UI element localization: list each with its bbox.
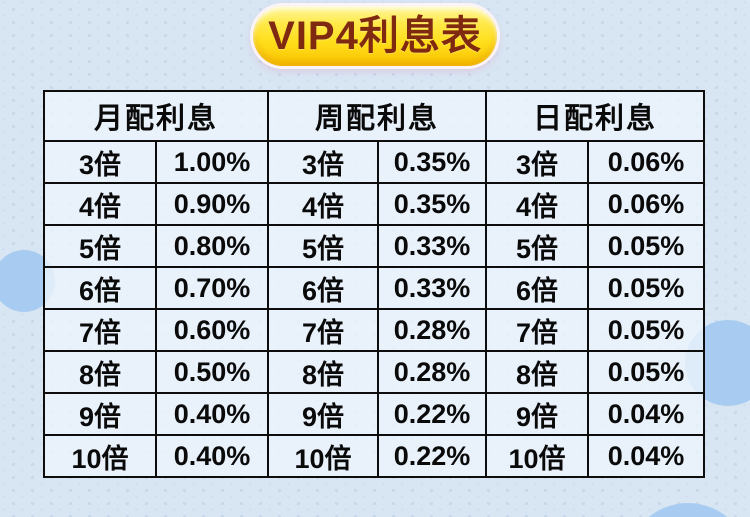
table-cell: 7倍 [267, 308, 380, 352]
table-cell: 0.33% [377, 266, 488, 310]
table-cell: 1.00% [154, 140, 270, 184]
page-title: VIP4利息表 [268, 14, 482, 58]
table-cell: 6倍 [485, 266, 590, 310]
table-cell: 0.04% [587, 434, 706, 478]
table-cell: 0.90% [154, 182, 270, 226]
table-cell: 4倍 [43, 182, 157, 226]
table-row: 5倍 0.80% 5倍 0.33% 5倍 0.05% [43, 224, 706, 268]
table-cell: 0.05% [587, 224, 706, 268]
column-header-daily: 日配利息 [485, 90, 706, 142]
table-cell: 0.05% [587, 308, 706, 352]
table-cell: 8倍 [485, 350, 590, 394]
table-cell: 0.35% [377, 140, 488, 184]
table-cell: 0.22% [377, 434, 488, 478]
table-cell: 0.70% [154, 266, 270, 310]
table-cell: 7倍 [43, 308, 157, 352]
title-badge: VIP4利息表 [253, 6, 497, 66]
column-header-weekly: 周配利息 [267, 90, 488, 142]
table-cell: 0.60% [154, 308, 270, 352]
table-cell: 6倍 [267, 266, 380, 310]
table-cell: 0.33% [377, 224, 488, 268]
table-cell: 3倍 [267, 140, 380, 184]
table-cell: 8倍 [267, 350, 380, 394]
column-header-monthly: 月配利息 [42, 90, 270, 142]
table-cell: 5倍 [267, 224, 380, 268]
table-cell: 5倍 [43, 224, 157, 268]
table-cell: 9倍 [485, 392, 590, 436]
table-cell: 10倍 [43, 434, 157, 478]
table-cell: 0.05% [587, 350, 706, 394]
table-cell: 3倍 [485, 140, 590, 184]
table-cell: 10倍 [267, 434, 380, 478]
table-row: 3倍 1.00% 3倍 0.35% 3倍 0.06% [43, 140, 706, 184]
table-cell: 0.50% [154, 350, 270, 394]
decor-circle-bottom-right [626, 503, 750, 517]
table-cell: 7倍 [485, 308, 590, 352]
table-cell: 0.06% [587, 140, 706, 184]
table-cell: 0.80% [154, 224, 270, 268]
table-row: 7倍 0.60% 7倍 0.28% 7倍 0.05% [43, 308, 706, 352]
table-cell: 0.40% [154, 434, 270, 478]
table-cell: 0.22% [377, 392, 488, 436]
table-cell: 0.05% [587, 266, 706, 310]
table-cell: 8倍 [43, 350, 157, 394]
table-row: 9倍 0.40% 9倍 0.22% 9倍 0.04% [43, 392, 706, 436]
table-cell: 4倍 [267, 182, 380, 226]
table-row: 8倍 0.50% 8倍 0.28% 8倍 0.05% [43, 350, 706, 394]
table-cell: 9倍 [43, 392, 157, 436]
table-header-row: 月配利息 周配利息 日配利息 [42, 90, 706, 142]
table-cell: 0.28% [377, 350, 488, 394]
interest-rate-table: 月配利息 周配利息 日配利息 3倍 1.00% 3倍 0.35% 3倍 0.06… [42, 90, 706, 478]
table-row: 10倍 0.40% 10倍 0.22% 10倍 0.04% [43, 434, 706, 478]
table-cell: 0.06% [587, 182, 706, 226]
table-row: 4倍 0.90% 4倍 0.35% 4倍 0.06% [43, 182, 706, 226]
table-cell: 9倍 [267, 392, 380, 436]
table-cell: 0.04% [587, 392, 706, 436]
table-cell: 0.35% [377, 182, 488, 226]
table-row: 6倍 0.70% 6倍 0.33% 6倍 0.05% [43, 266, 706, 310]
table-cell: 4倍 [485, 182, 590, 226]
table-cell: 0.28% [377, 308, 488, 352]
table-cell: 10倍 [485, 434, 590, 478]
table-cell: 0.40% [154, 392, 270, 436]
table-cell: 5倍 [485, 224, 590, 268]
table-cell: 6倍 [43, 266, 157, 310]
table-cell: 3倍 [43, 140, 157, 184]
